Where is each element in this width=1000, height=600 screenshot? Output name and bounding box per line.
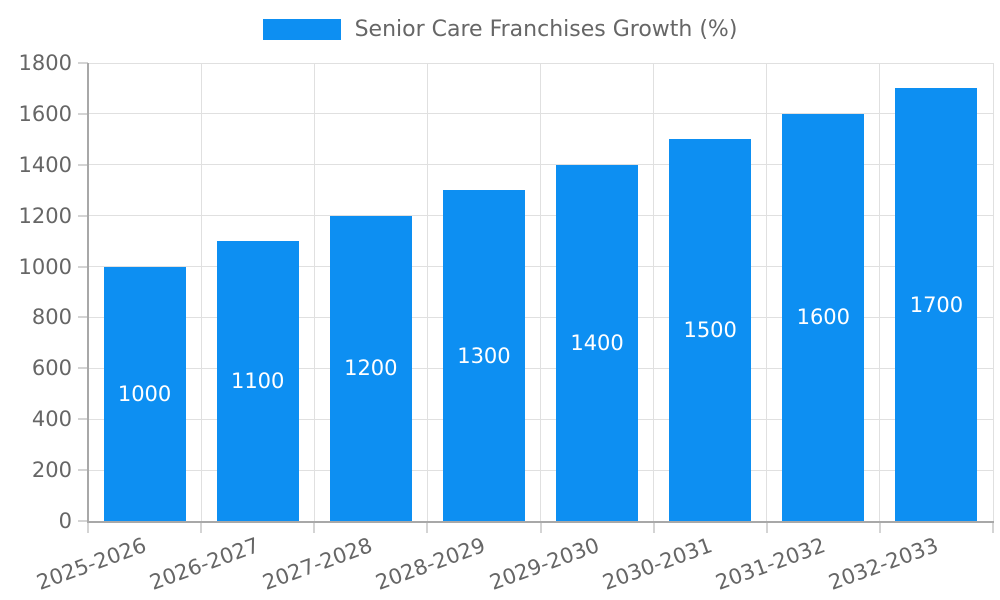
x-tick-label-2030-2031: 2030-2031 <box>599 533 716 595</box>
y-tick-mark-800 <box>78 316 88 319</box>
x-tick-label-2029-2030: 2029-2030 <box>486 533 602 595</box>
y-tick-mark-1200 <box>78 214 88 217</box>
gridline-x-5 <box>653 63 655 521</box>
gridline-x-2 <box>313 63 315 521</box>
bar-2027-2028: 1200 <box>329 215 412 521</box>
legend-item-senior-care-growth[interactable]: Senior Care Franchises Growth (%) <box>262 17 738 42</box>
x-tick-label-2032-2033: 2032-2033 <box>825 533 942 595</box>
x-tick-mark-3 <box>426 521 429 533</box>
x-axis-line <box>87 521 994 523</box>
bar-value-label-2029-2030: 1400 <box>570 330 624 355</box>
y-tick-label-1000: 1000 <box>18 254 72 279</box>
x-tick-mark-4 <box>539 521 542 533</box>
x-tick-mark-6 <box>765 521 768 533</box>
legend-swatch <box>262 19 341 40</box>
y-tick-mark-600 <box>78 367 88 370</box>
y-tick-label-800: 800 <box>31 305 72 330</box>
x-tick-label-2031-2032: 2031-2032 <box>712 533 829 595</box>
y-tick-label-400: 400 <box>31 407 72 432</box>
gridline-x-1 <box>200 63 202 521</box>
bar-2026-2027: 1100 <box>216 241 299 521</box>
bar-value-label-2031-2032: 1600 <box>796 305 851 330</box>
bar-value-label-2028-2029: 1300 <box>457 343 511 368</box>
y-tick-mark-200 <box>78 469 88 472</box>
x-tick-label-2025-2026: 2025-2026 <box>33 533 150 595</box>
y-axis-line <box>87 63 89 521</box>
bar-value-label-2027-2028: 1200 <box>344 356 398 381</box>
gridline-x-7 <box>879 63 881 521</box>
y-tick-mark-400 <box>78 418 88 421</box>
y-tick-mark-1000 <box>78 265 88 268</box>
gridline-x-3 <box>426 63 428 521</box>
bar-2030-2031: 1500 <box>669 139 752 521</box>
x-tick-label-2026-2027: 2026-2027 <box>146 533 263 595</box>
y-tick-mark-1600 <box>78 112 88 115</box>
y-tick-mark-0 <box>78 520 88 522</box>
y-tick-label-1600: 1600 <box>18 101 72 126</box>
y-tick-label-600: 600 <box>31 356 72 381</box>
bar-2025-2026: 1000 <box>103 266 186 521</box>
gridline-x-4 <box>540 63 541 521</box>
y-tick-label-200: 200 <box>31 458 72 483</box>
bar-2032-2033: 1700 <box>895 88 978 521</box>
y-tick-mark-1800 <box>78 62 88 64</box>
x-tick-mark-5 <box>652 521 655 533</box>
gridline-x-8 <box>992 63 994 521</box>
chart-legend: Senior Care Franchises Growth (%) <box>0 17 1000 42</box>
bar-value-label-2032-2033: 1700 <box>909 292 964 317</box>
bar-value-label-2025-2026: 1000 <box>117 381 172 406</box>
legend-label: Senior Care Franchises Growth (%) <box>354 17 738 42</box>
x-tick-mark-8 <box>992 521 994 533</box>
x-tick-label-2028-2029: 2028-2029 <box>373 533 489 595</box>
x-tick-mark-2 <box>313 521 316 533</box>
x-tick-mark-1 <box>200 521 203 533</box>
y-tick-label-1200: 1200 <box>18 203 72 228</box>
bar-2028-2029: 1300 <box>442 190 525 521</box>
y-tick-mark-1400 <box>78 163 88 166</box>
y-tick-label-0: 0 <box>58 509 72 533</box>
gridline-x-6 <box>766 63 768 521</box>
bar-2031-2032: 1600 <box>782 113 865 521</box>
bar-value-label-2026-2027: 1100 <box>230 369 285 394</box>
y-tick-label-1800: 1800 <box>18 51 72 75</box>
y-tick-label-1400: 1400 <box>18 152 72 177</box>
bar-value-label-2030-2031: 1500 <box>683 318 737 343</box>
bar-2029-2030: 1400 <box>556 164 639 521</box>
x-tick-mark-7 <box>878 521 881 533</box>
x-tick-label-2027-2028: 2027-2028 <box>259 533 376 595</box>
x-tick-mark-0 <box>87 521 89 533</box>
